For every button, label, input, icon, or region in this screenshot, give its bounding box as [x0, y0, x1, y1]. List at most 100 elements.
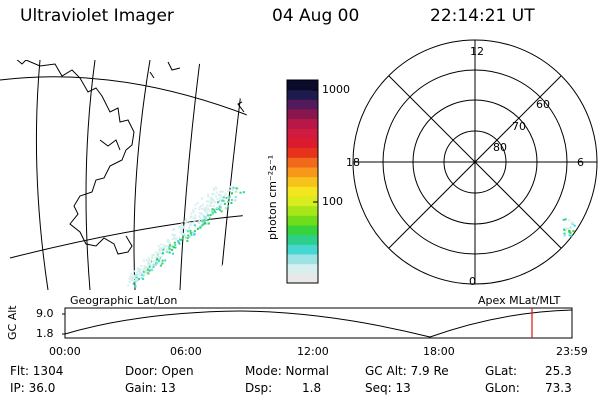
- aurora-pixel: [218, 207, 220, 210]
- aurora-pixel: [198, 208, 201, 211]
- aurora-pixel: [186, 237, 189, 240]
- aurora-pixel: [569, 231, 572, 234]
- aurora-pixel: [179, 227, 182, 229]
- aurora-pixel: [193, 217, 196, 220]
- aurora-pixel: [182, 233, 185, 236]
- aurora-pixel: [174, 243, 177, 246]
- aurora-pixel: [167, 238, 170, 241]
- mlt-12-label: 12: [470, 45, 484, 58]
- ip-value: IP: 36.0: [10, 381, 56, 395]
- aurora-pixel: [174, 234, 177, 237]
- aurora-pixel: [198, 206, 201, 209]
- aurora-pixel: [206, 200, 208, 203]
- aurora-pixel: [163, 244, 166, 247]
- aurora-pixel: [204, 209, 207, 212]
- aurora-pixel: [183, 226, 186, 229]
- aurora-pixel: [151, 269, 154, 272]
- aurora-pixel: [212, 187, 215, 190]
- aurora-pixel: [159, 264, 162, 267]
- aurora-pixel: [568, 229, 571, 232]
- colorbar-segment: [287, 225, 318, 236]
- aurora-pixel: [215, 187, 218, 190]
- aurora-pixel: [164, 259, 167, 262]
- mlt-18-label: 18: [346, 156, 360, 169]
- aurora-pixel: [178, 236, 181, 239]
- colorbar-unit-label: photon cm⁻²s⁻¹: [266, 154, 279, 240]
- aurora-pixel: [172, 233, 175, 236]
- aurora-pixel: [564, 228, 567, 231]
- aurora-pixel: [152, 254, 155, 256]
- gain-value: Gain: 13: [125, 381, 176, 395]
- aurora-pixel: [135, 276, 138, 279]
- aurora-pixel: [151, 253, 154, 256]
- instrument-title: Ultraviolet Imager: [20, 6, 174, 26]
- aurora-pixel: [127, 284, 130, 287]
- aurora-pixel: [220, 196, 223, 199]
- aurora-pixel: [204, 222, 207, 225]
- aurora-pixel: [187, 234, 190, 237]
- aurora-pixel: [184, 229, 187, 232]
- aurora-pixel: [146, 261, 149, 264]
- aurora-pixel: [181, 237, 184, 240]
- aurora-pixel: [571, 221, 574, 224]
- aurora-pixel: [160, 255, 163, 258]
- aurora-pixel: [196, 202, 199, 205]
- aurora-pixel: [198, 219, 201, 222]
- aurora-pixel: [217, 201, 219, 204]
- aurora-pixel: [192, 216, 195, 219]
- aurora-pixel: [161, 252, 164, 255]
- aurora-pixel: [155, 264, 157, 266]
- lat-70-label: 70: [512, 120, 526, 133]
- aurora-pixel: [564, 218, 567, 221]
- aurora-pixel: [207, 195, 210, 198]
- flight-number: Flt: 1304: [10, 364, 64, 378]
- aurora-pixel: [152, 266, 155, 268]
- aurora-pixel: [206, 212, 208, 215]
- aurora-pixel: [221, 190, 224, 193]
- aurora-pixel: [147, 272, 150, 275]
- colorbar-segment: [287, 215, 318, 226]
- aurora-pixel: [173, 234, 175, 237]
- aurora-pixel: [142, 259, 145, 262]
- aurora-pixel: [138, 271, 141, 274]
- timeline-y-hi: 9.0: [36, 307, 54, 320]
- aurora-pixel: [213, 189, 215, 192]
- timeline-plot: [62, 307, 573, 339]
- aurora-pixel: [213, 210, 216, 213]
- timeline-tick-2: 12:00: [297, 345, 329, 358]
- aurora-pixel: [235, 187, 238, 190]
- aurora-pixel: [212, 193, 215, 196]
- aurora-pixel: [146, 266, 149, 269]
- aurora-pixel: [172, 246, 175, 249]
- aurora-pixel: [216, 207, 218, 210]
- aurora-pixel: [148, 267, 151, 270]
- aurora-pixel: [182, 234, 185, 237]
- timeline-ylabel: GC Alt: [6, 305, 19, 340]
- aurora-pixel: [161, 262, 164, 265]
- colorbar-segment: [287, 263, 318, 274]
- aurora-pixel: [148, 265, 151, 268]
- aurora-pixel: [181, 232, 184, 235]
- aurora-pixel: [157, 244, 160, 247]
- aurora-pixel: [202, 203, 204, 206]
- aurora-pixel: [572, 223, 575, 226]
- aurora-pixel: [230, 199, 233, 201]
- aurora-pixel: [217, 193, 220, 196]
- aurora-pixel: [206, 219, 209, 222]
- aurora-pixel: [564, 234, 567, 236]
- aurora-pixel: [570, 221, 573, 224]
- aurora-pixel: [171, 249, 174, 251]
- aurora-pixel: [156, 258, 159, 260]
- aurora-pixel: [212, 204, 215, 207]
- aurora-pixel: [130, 278, 132, 281]
- colorbar-segment: [287, 118, 318, 129]
- colorbar-frame: [286, 79, 319, 284]
- glon-value: 73.3: [545, 381, 572, 395]
- aurora-pixel: [189, 216, 192, 219]
- aurora-pixel: [171, 238, 174, 240]
- gc-alt: GC Alt: 7.9 Re: [365, 364, 449, 378]
- glat-label: GLat:: [485, 364, 518, 378]
- aurora-pixel: [211, 192, 214, 195]
- colorbar-tick-1000: 1000: [322, 83, 350, 96]
- aurora-pixel: [227, 189, 229, 192]
